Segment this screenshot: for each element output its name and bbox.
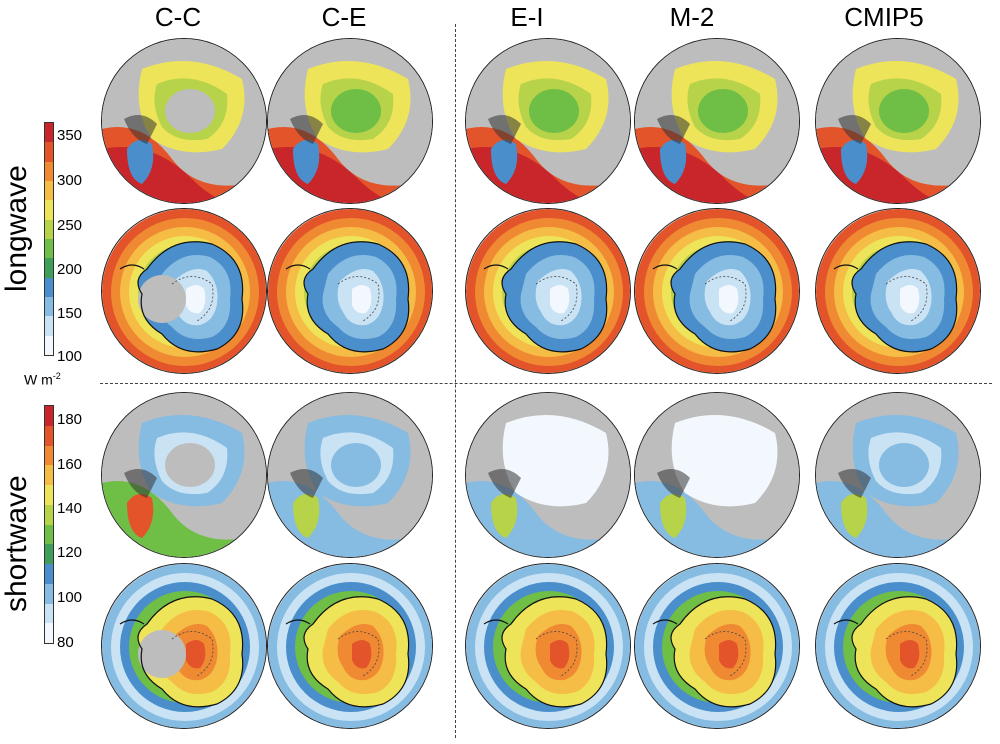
shortwave-tick: 120 <box>57 544 83 561</box>
longwave-tick: 350 <box>57 127 83 144</box>
colorbar-segment <box>45 335 53 355</box>
colorbar-segment <box>45 123 53 143</box>
colorbar-segment <box>45 200 53 220</box>
column-title-ce: C-E <box>321 2 367 32</box>
shortwave-tick: 80 <box>57 634 74 651</box>
colorbar-segment <box>45 485 53 505</box>
polar-map <box>815 208 981 374</box>
longwave-tick: 200 <box>57 261 83 278</box>
shortwave-tick: 140 <box>57 500 83 517</box>
column-title-cmip5: CMIP5 <box>844 2 924 32</box>
polar-map <box>465 392 631 558</box>
colorbar-segment <box>45 277 53 297</box>
colorbar-segment <box>45 445 53 466</box>
shortwave-tick: 180 <box>57 411 83 428</box>
polar-map <box>465 38 631 204</box>
column-title-cc: C-C <box>154 2 202 32</box>
colorbar-segment <box>45 219 53 239</box>
shortwave-tick: 100 <box>57 589 83 606</box>
colorbar-segment <box>45 583 53 604</box>
row-label-shortwave: shortwave <box>0 475 33 612</box>
colorbar-segment <box>45 603 53 624</box>
colorbar-segment <box>45 524 53 545</box>
polar-map <box>465 563 631 729</box>
vertical-divider <box>455 24 456 738</box>
colorbar-segment <box>45 425 53 446</box>
longwave-tick: 150 <box>57 305 83 322</box>
colorbar-segment <box>45 406 53 426</box>
colorbar-segment <box>45 297 53 317</box>
polar-map <box>634 392 800 558</box>
colorbar-segment <box>45 258 53 278</box>
polar-map <box>634 563 800 729</box>
polar-map <box>634 38 800 204</box>
longwave-colorbar <box>44 122 54 356</box>
polar-map <box>267 208 433 374</box>
horizontal-divider <box>100 383 992 384</box>
polar-map <box>101 208 267 374</box>
colorbar-segment <box>45 544 53 564</box>
shortwave-tick: 160 <box>57 456 83 473</box>
polar-map <box>815 563 981 729</box>
colorbar-segment <box>45 142 53 162</box>
shortwave-colorbar <box>44 405 54 644</box>
colorbar-segment <box>45 161 53 181</box>
column-title-ei: E-I <box>510 2 544 32</box>
column-title-m2: M-2 <box>669 2 715 32</box>
longwave-tick: 250 <box>57 217 83 234</box>
polar-map <box>267 392 433 558</box>
longwave-tick: 100 <box>57 348 83 365</box>
polar-map <box>101 563 267 729</box>
longwave-tick: 300 <box>57 172 83 189</box>
colorbar-segment <box>45 623 53 643</box>
colorbar-segment <box>45 181 53 201</box>
colorbar-segment <box>45 316 53 336</box>
polar-map <box>634 208 800 374</box>
polar-map <box>815 38 981 204</box>
colorbar-segment <box>45 564 53 584</box>
colorbar-segment <box>45 239 53 259</box>
polar-map <box>101 38 267 204</box>
polar-map <box>101 392 267 558</box>
colorbar-segment <box>45 504 53 525</box>
polar-map <box>267 563 433 729</box>
polar-map <box>267 38 433 204</box>
polar-map <box>465 208 631 374</box>
polar-map <box>815 392 981 558</box>
unit-label: W m-2 <box>24 371 61 388</box>
colorbar-segment <box>45 465 53 485</box>
row-label-longwave: longwave <box>0 165 33 292</box>
